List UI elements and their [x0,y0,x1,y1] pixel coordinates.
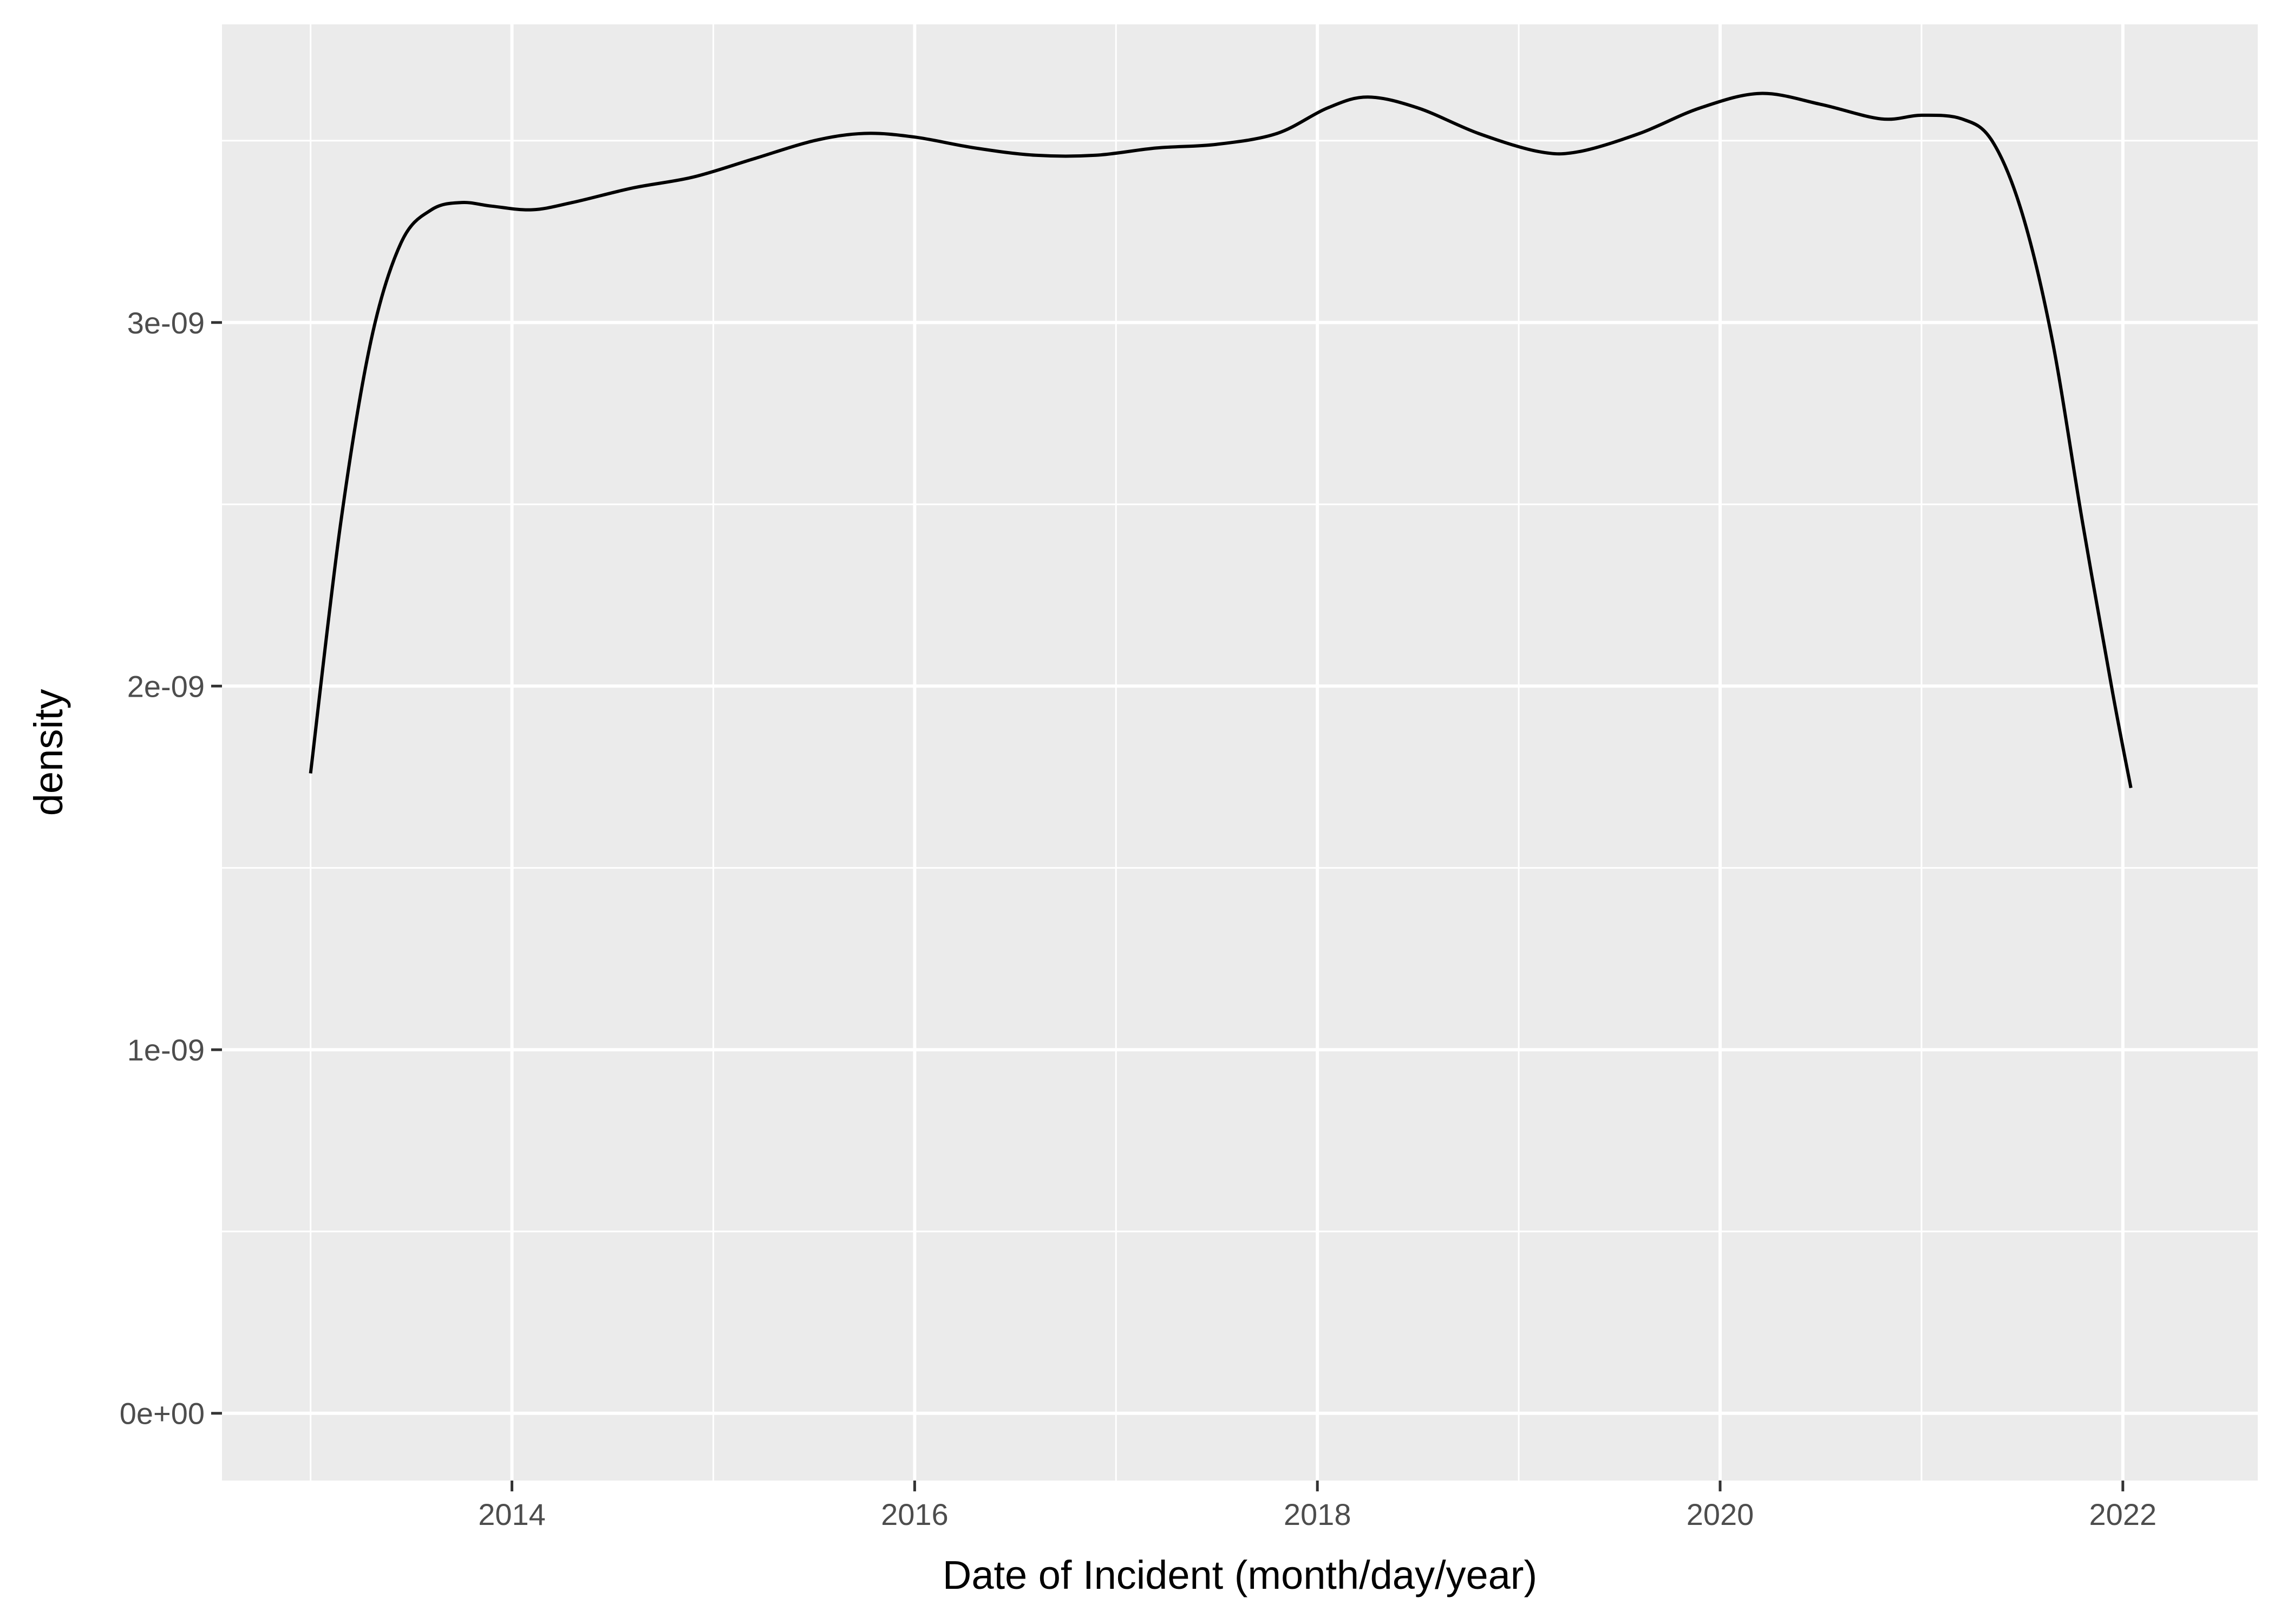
y-tick-label: 3e-09 [127,306,205,340]
x-tick-label: 2020 [1687,1497,1754,1531]
y-tick-label: 1e-09 [127,1033,205,1067]
x-axis-title: Date of Incident (month/day/year) [943,1553,1537,1597]
x-tick-label: 2016 [881,1497,949,1531]
x-tick-label: 2014 [478,1497,546,1531]
y-tick-label: 0e+00 [120,1397,205,1431]
density-curve [309,91,2133,789]
x-tick-label: 2022 [2089,1497,2157,1531]
y-tick-label: 2e-09 [127,669,205,703]
x-tick-label: 2018 [1284,1497,1351,1531]
plot-panel [222,24,2258,1481]
y-axis-ticks: 0e+00 1e-09 2e-09 3e-09 [120,306,222,1431]
x-axis-ticks: 2014 2016 2018 2020 2022 [478,1481,2157,1531]
y-axis-title: density [26,689,71,816]
